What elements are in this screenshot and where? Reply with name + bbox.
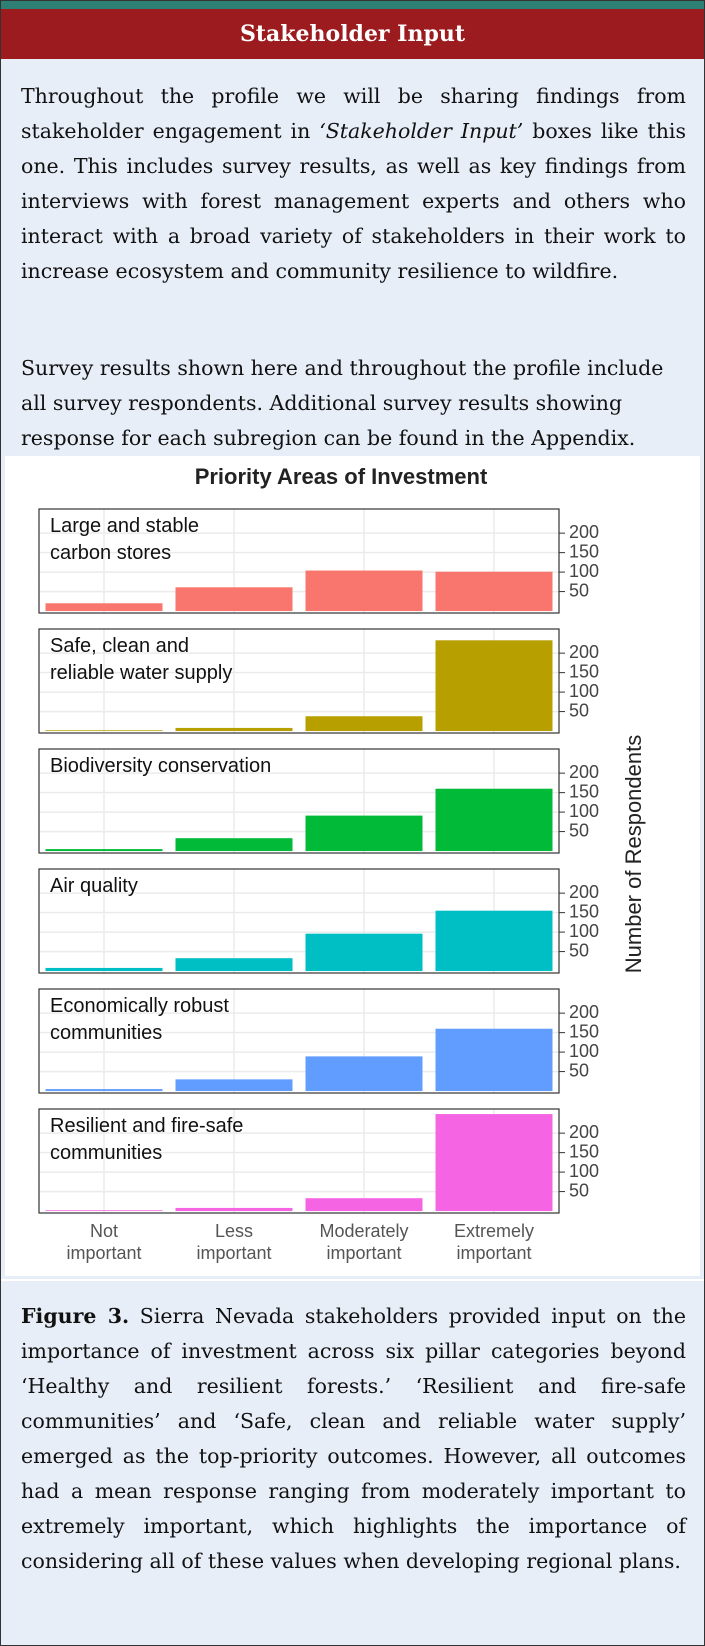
bar bbox=[305, 933, 423, 972]
text: boxes like this one. This includes surve… bbox=[21, 119, 686, 283]
y-tick-label: 50 bbox=[569, 700, 589, 720]
caption-text: Sierra Nevada stakeholders provided inpu… bbox=[21, 1304, 686, 1573]
bar bbox=[45, 967, 163, 972]
bar bbox=[45, 1210, 163, 1212]
panel-frame bbox=[38, 1108, 560, 1214]
caption: Figure 3. Sierra Nevada stakeholders pro… bbox=[21, 1299, 686, 1579]
y-tick-label: 200 bbox=[569, 882, 599, 902]
bar bbox=[435, 640, 553, 732]
y-tick-label: 50 bbox=[569, 580, 589, 600]
bar bbox=[175, 727, 293, 732]
chart: Priority Areas of Investment Number of R… bbox=[38, 464, 646, 1263]
y-axis-label: Number of Respondents bbox=[621, 735, 646, 973]
y-tick-label: 50 bbox=[569, 1180, 589, 1200]
bar bbox=[175, 1079, 293, 1092]
y-tick-label: 150 bbox=[569, 781, 599, 801]
x-tick-label: Less important bbox=[196, 1221, 271, 1263]
bar bbox=[305, 1198, 423, 1212]
panel-label: Biodiversity conservation bbox=[50, 755, 271, 777]
y-tick-label: 100 bbox=[569, 681, 599, 701]
y-tick-label: 150 bbox=[569, 1021, 599, 1041]
y-tick-label: 200 bbox=[569, 522, 599, 542]
y-tick-label: 100 bbox=[569, 561, 599, 581]
panel-frame bbox=[38, 868, 560, 974]
y-tick-label: 100 bbox=[569, 1161, 599, 1181]
y-tick-label: 100 bbox=[569, 921, 599, 941]
bar bbox=[305, 1056, 423, 1092]
panel-label: Resilient and fire-safe communities bbox=[50, 1115, 243, 1164]
panel-label: Large and stable carbon stores bbox=[50, 515, 199, 564]
bar bbox=[305, 716, 423, 732]
caption-label: Figure 3. bbox=[21, 1304, 130, 1328]
y-tick-label: 100 bbox=[569, 801, 599, 821]
text: Survey results shown here and throughout… bbox=[21, 356, 664, 450]
chart-title: Priority Areas of Investment bbox=[195, 464, 488, 489]
panel-frame bbox=[38, 748, 560, 854]
bar bbox=[435, 910, 553, 972]
y-tick-label: 150 bbox=[569, 1141, 599, 1161]
y-tick-label: 150 bbox=[569, 541, 599, 561]
y-tick-label: 200 bbox=[569, 1122, 599, 1142]
text-italic: ‘Stakeholder Input’ bbox=[319, 119, 524, 143]
y-tick-label: 200 bbox=[569, 1002, 599, 1022]
paragraph: Throughout the profile we will be sharin… bbox=[21, 79, 686, 289]
bar bbox=[45, 1089, 163, 1092]
bar bbox=[435, 788, 553, 852]
panel-frame bbox=[38, 628, 560, 734]
panel-label: Safe, clean and reliable water supply bbox=[50, 635, 232, 684]
y-tick-label: 150 bbox=[569, 661, 599, 681]
top-strip bbox=[1, 1, 704, 9]
bar bbox=[305, 570, 423, 612]
bar bbox=[45, 603, 163, 612]
bar bbox=[435, 1028, 553, 1092]
x-tick-label: Extremely important bbox=[454, 1221, 534, 1263]
header-title: Stakeholder Input bbox=[1, 9, 704, 59]
bar bbox=[175, 587, 293, 612]
y-tick-label: 50 bbox=[569, 820, 589, 840]
y-tick-label: 100 bbox=[569, 1041, 599, 1061]
y-tick-label: 200 bbox=[569, 762, 599, 782]
text: Throughout the profile we will be sharin… bbox=[21, 84, 686, 143]
panel-label: Economically robust communities bbox=[50, 995, 229, 1044]
panel-frame bbox=[38, 508, 560, 614]
panel-frame bbox=[38, 988, 560, 1094]
panel-label: Air quality bbox=[50, 875, 138, 897]
chart-area: Priority Areas of Investment Number of R… bbox=[5, 456, 700, 1276]
bar bbox=[175, 838, 293, 852]
bar bbox=[45, 730, 163, 732]
y-tick-label: 50 bbox=[569, 940, 589, 960]
caption-box: Figure 3. Sierra Nevada stakeholders pro… bbox=[1, 1279, 704, 1645]
y-tick-label: 150 bbox=[569, 901, 599, 921]
y-tick-label: 50 bbox=[569, 1060, 589, 1080]
bar bbox=[45, 849, 163, 852]
x-tick-label: Moderately important bbox=[319, 1221, 408, 1263]
bar bbox=[305, 815, 423, 852]
x-tick-label: Not important bbox=[66, 1221, 141, 1263]
paragraph: Survey results shown here and throughout… bbox=[21, 351, 686, 456]
bar bbox=[175, 958, 293, 972]
bar bbox=[175, 1207, 293, 1212]
bar bbox=[435, 1114, 553, 1212]
y-tick-label: 200 bbox=[569, 642, 599, 662]
bar bbox=[435, 571, 553, 612]
